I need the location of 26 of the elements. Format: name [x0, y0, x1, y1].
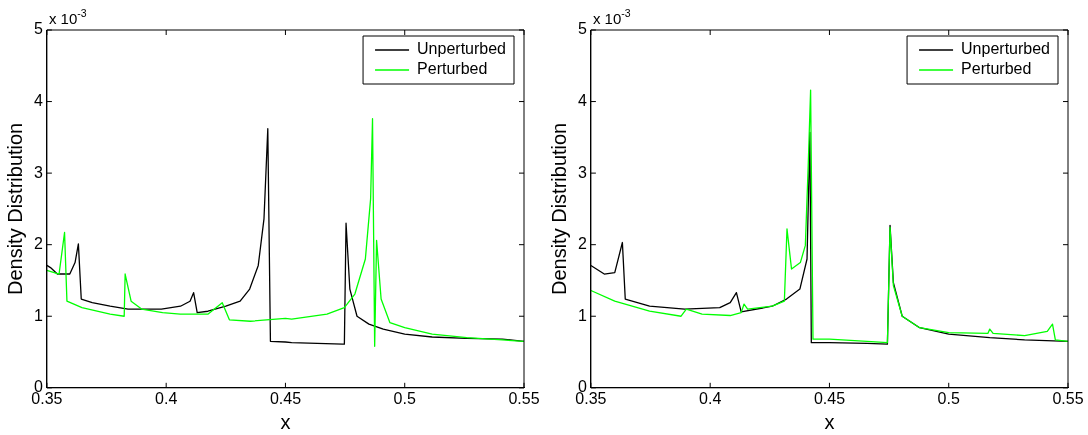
legend-label: Perturbed: [417, 60, 488, 78]
y-tick-label: 2: [33, 235, 43, 253]
x-tick-label: 0.45: [269, 389, 302, 407]
y-tick-label: 1: [577, 306, 587, 324]
y-tick-label: 3: [577, 163, 587, 181]
x-tick-label: 0.45: [813, 389, 846, 407]
y-tick-label: 4: [577, 91, 587, 109]
y-tick-label: 1: [33, 306, 43, 324]
y-tick-label: 4: [33, 91, 43, 109]
y-tick-label: 3: [33, 163, 43, 181]
x-axis-title: x: [824, 410, 835, 433]
x-tick-label: 0.4: [699, 389, 722, 407]
y-tick-label: 2: [577, 235, 587, 253]
x-tick-label: 0.5: [937, 389, 960, 407]
legend-label: Unperturbed: [417, 40, 507, 58]
y-axis-title: Density Distribution: [547, 122, 570, 296]
x-tick-label: 0.4: [155, 389, 178, 407]
x-tick-label: 0.55: [1052, 389, 1084, 407]
y-tick-label: 5: [577, 20, 587, 38]
x-axis-title: x: [280, 410, 291, 433]
y-axis-title: Density Distribution: [3, 122, 26, 296]
x-tick-label: 0.55: [508, 389, 540, 407]
y-tick-label: 5: [33, 20, 43, 38]
legend-label: Perturbed: [961, 60, 1032, 78]
x-tick-label: 0.5: [393, 389, 416, 407]
legend-label: Unperturbed: [961, 40, 1051, 58]
